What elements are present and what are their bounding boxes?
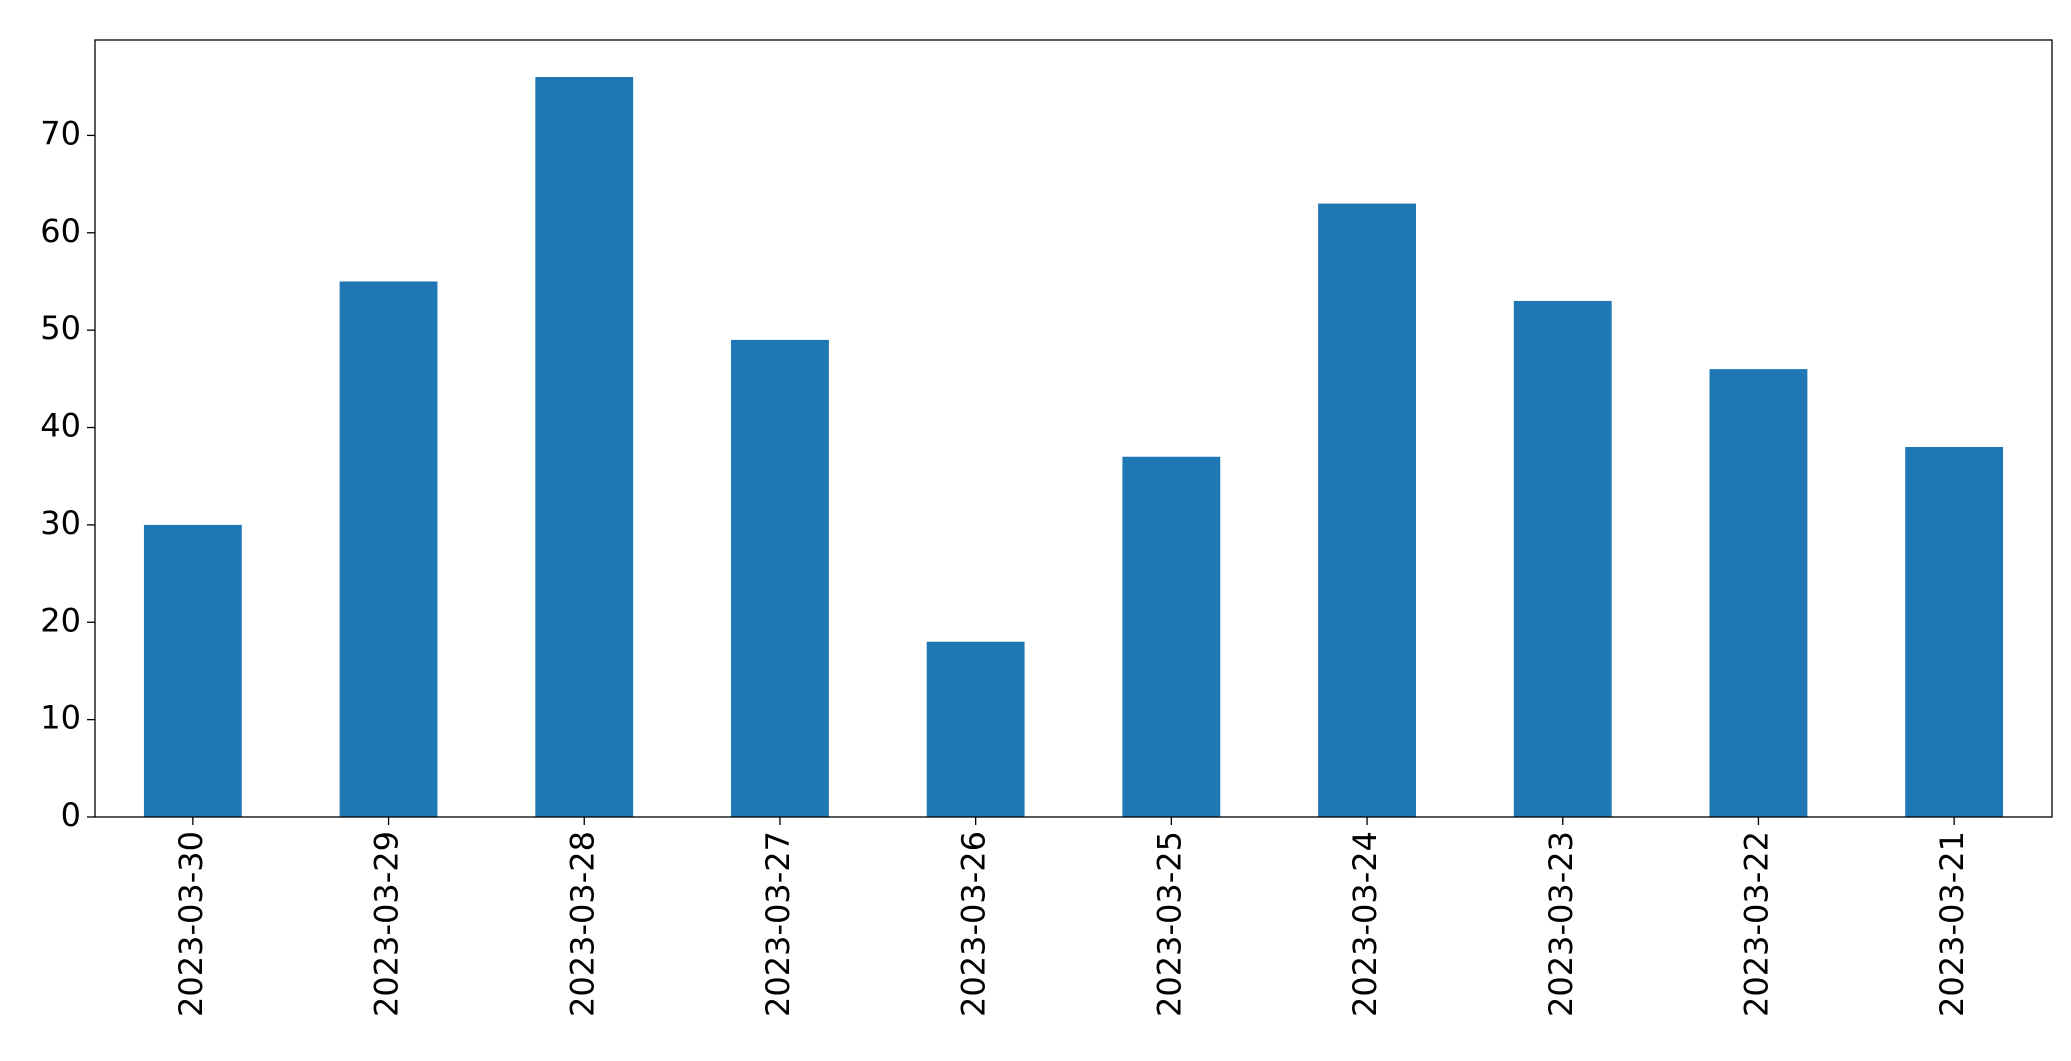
bar bbox=[339, 281, 438, 817]
y-tick-label: 20 bbox=[40, 601, 81, 639]
y-tick-label: 50 bbox=[40, 309, 81, 347]
bar bbox=[731, 339, 829, 817]
y-tick-label: 40 bbox=[40, 407, 81, 445]
x-tick-label: 2023-03-23 bbox=[1542, 831, 1580, 1017]
bar bbox=[1709, 369, 1808, 817]
bar bbox=[926, 641, 1025, 817]
bar bbox=[143, 524, 242, 817]
y-tick-label: 70 bbox=[40, 114, 81, 152]
x-tick-label: 2023-03-25 bbox=[1150, 831, 1188, 1017]
x-tick-label: 2023-03-21 bbox=[1933, 831, 1971, 1017]
plot-area: 0 10 20 30 40 50 60 70 2023-03-30 2023-03-29 2023-… bbox=[40, 77, 2004, 1017]
y-tick-label: 60 bbox=[40, 212, 81, 250]
bar bbox=[1905, 447, 2004, 817]
y-tick-label: 10 bbox=[40, 699, 81, 737]
x-tick-label: 2023-03-27 bbox=[759, 831, 797, 1017]
y-tick-label: 30 bbox=[40, 504, 81, 542]
x-tick-label: 2023-03-29 bbox=[368, 831, 406, 1017]
bar bbox=[535, 77, 634, 817]
x-tick-label: 2023-03-30 bbox=[172, 831, 210, 1017]
x-tick-label: 2023-03-24 bbox=[1346, 831, 1384, 1017]
x-tick-label: 2023-03-26 bbox=[955, 831, 993, 1017]
x-tick-label: 2023-03-28 bbox=[563, 831, 601, 1017]
axes-frame bbox=[94, 39, 2053, 818]
bar bbox=[1122, 456, 1221, 817]
bar bbox=[1513, 300, 1612, 817]
y-tick-label: 0 bbox=[61, 796, 81, 834]
x-tick-label: 2023-03-22 bbox=[1737, 831, 1775, 1017]
bar bbox=[1318, 203, 1416, 817]
